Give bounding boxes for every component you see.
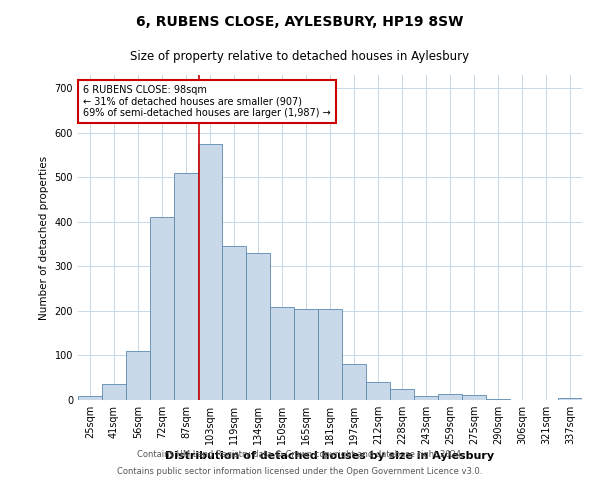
Text: Contains HM Land Registry data © Crown copyright and database right 2024.: Contains HM Land Registry data © Crown c… xyxy=(137,450,463,459)
Bar xyxy=(78,396,102,400)
Bar xyxy=(126,351,150,400)
Bar xyxy=(150,218,174,400)
Text: Contains public sector information licensed under the Open Government Licence v3: Contains public sector information licen… xyxy=(118,468,482,476)
Bar xyxy=(222,246,246,400)
Y-axis label: Number of detached properties: Number of detached properties xyxy=(39,156,49,320)
Bar xyxy=(462,394,486,400)
Bar xyxy=(318,308,342,400)
Bar xyxy=(390,389,414,400)
Text: Size of property relative to detached houses in Aylesbury: Size of property relative to detached ho… xyxy=(130,50,470,63)
Bar xyxy=(438,394,462,400)
Bar xyxy=(198,144,222,400)
Bar xyxy=(366,382,390,400)
Bar xyxy=(270,306,294,400)
Bar xyxy=(102,384,126,400)
Bar xyxy=(414,396,438,400)
Bar xyxy=(174,173,198,400)
Bar xyxy=(294,308,318,400)
Text: 6 RUBENS CLOSE: 98sqm
← 31% of detached houses are smaller (907)
69% of semi-det: 6 RUBENS CLOSE: 98sqm ← 31% of detached … xyxy=(83,84,331,118)
Bar xyxy=(486,399,510,400)
Bar xyxy=(342,364,366,400)
Bar xyxy=(558,398,582,400)
Bar xyxy=(246,253,270,400)
X-axis label: Distribution of detached houses by size in Aylesbury: Distribution of detached houses by size … xyxy=(166,452,494,462)
Text: 6, RUBENS CLOSE, AYLESBURY, HP19 8SW: 6, RUBENS CLOSE, AYLESBURY, HP19 8SW xyxy=(136,15,464,29)
